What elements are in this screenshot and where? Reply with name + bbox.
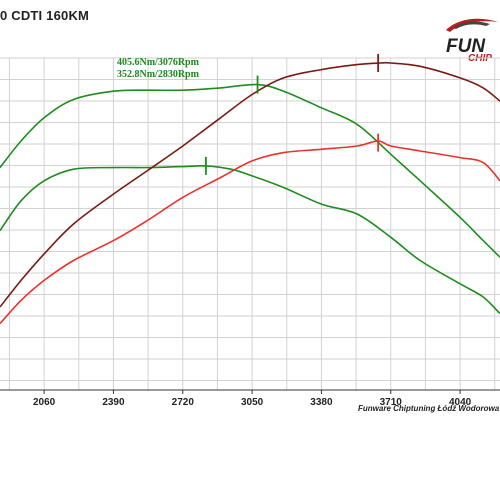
x-tick-label: 3380 [310, 397, 333, 408]
credit-text: Funware Chiptuning Łódź Wodorowa [358, 404, 500, 413]
max-markers [204, 53, 380, 175]
logo-car-icon [454, 21, 490, 29]
svg-text:FUN: FUN [446, 36, 486, 57]
chart-title: 0 CDTI 160KM [0, 8, 90, 23]
dyno-chart: 2060 2390 2720 3050 3380 3710 4040 405.6Nm/307… [0, 53, 500, 408]
annotation-tuned-torque: 405.6Nm/3076Rpm [117, 57, 200, 68]
x-tick-label: 2720 [172, 397, 195, 408]
x-tick-label: 2060 [33, 397, 56, 408]
series-lines [0, 61, 500, 325]
x-axis: 2060 2390 2720 3050 3380 3710 4040 [0, 389, 500, 408]
x-tick-label: 2390 [102, 397, 125, 408]
x-tick-label: 3050 [241, 397, 264, 408]
logo-swoosh-icon [446, 18, 498, 32]
x-tick-label: 4040 [449, 397, 472, 408]
x-tick-label: 3710 [380, 397, 403, 408]
annotation-stock-torque: 352.8Nm/2830Rpm [117, 69, 200, 80]
grid-lines [0, 57, 500, 390]
series-line-torque_stock [0, 164, 500, 315]
series-line-power_stock [0, 140, 500, 325]
series-line-power_tuned [0, 61, 500, 308]
